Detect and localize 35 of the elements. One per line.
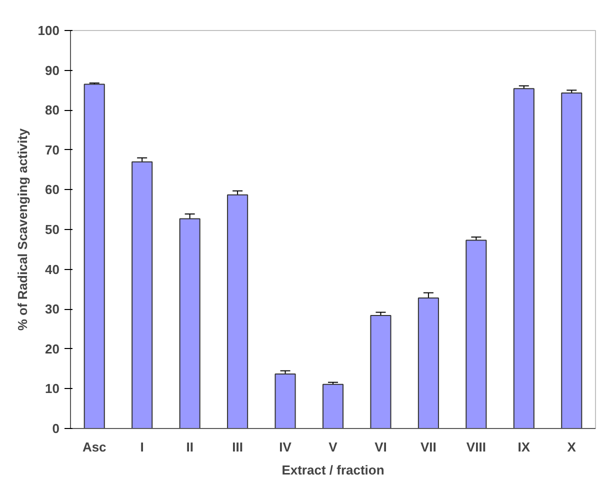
bar: [84, 84, 105, 428]
x-tick-label: V: [328, 440, 338, 454]
y-tick-label: 30: [45, 302, 60, 317]
x-tick-label: VI: [374, 440, 387, 454]
x-tick-label: I: [140, 440, 144, 454]
x-tick-label: X: [567, 440, 576, 454]
y-tick-label: 10: [45, 381, 60, 396]
x-tick-label: VII: [420, 440, 436, 454]
x-tick-label: II: [186, 440, 194, 454]
bar: [322, 384, 344, 428]
y-tick-label: 0: [52, 421, 60, 436]
y-tick-label: 100: [38, 23, 60, 38]
x-axis-title: Extract / fraction: [282, 462, 384, 478]
bar: [513, 88, 534, 428]
bar: [179, 218, 200, 428]
x-tick-label: VIII: [466, 440, 486, 454]
bar: [274, 373, 296, 428]
x-tick-label: IX: [518, 440, 530, 454]
bar: [466, 240, 487, 428]
y-tick-label: 40: [45, 262, 60, 277]
y-axis-title: % of Radical Scavenging activity: [14, 128, 30, 331]
y-tick-label: 50: [45, 222, 60, 237]
y-tick-label: 60: [45, 182, 60, 198]
bar: [418, 297, 439, 428]
y-tick-label: 70: [45, 142, 60, 158]
bar: [132, 161, 153, 428]
y-tick-label: 90: [45, 62, 60, 78]
y-tick-label: 80: [45, 102, 60, 118]
bar: [561, 92, 582, 428]
bar: [370, 314, 392, 428]
x-tick-label: Asc: [82, 440, 106, 454]
bar: [227, 194, 248, 428]
x-tick-label: IV: [279, 440, 292, 454]
y-tick-label: 20: [45, 341, 60, 356]
x-tick-label: III: [232, 440, 243, 454]
